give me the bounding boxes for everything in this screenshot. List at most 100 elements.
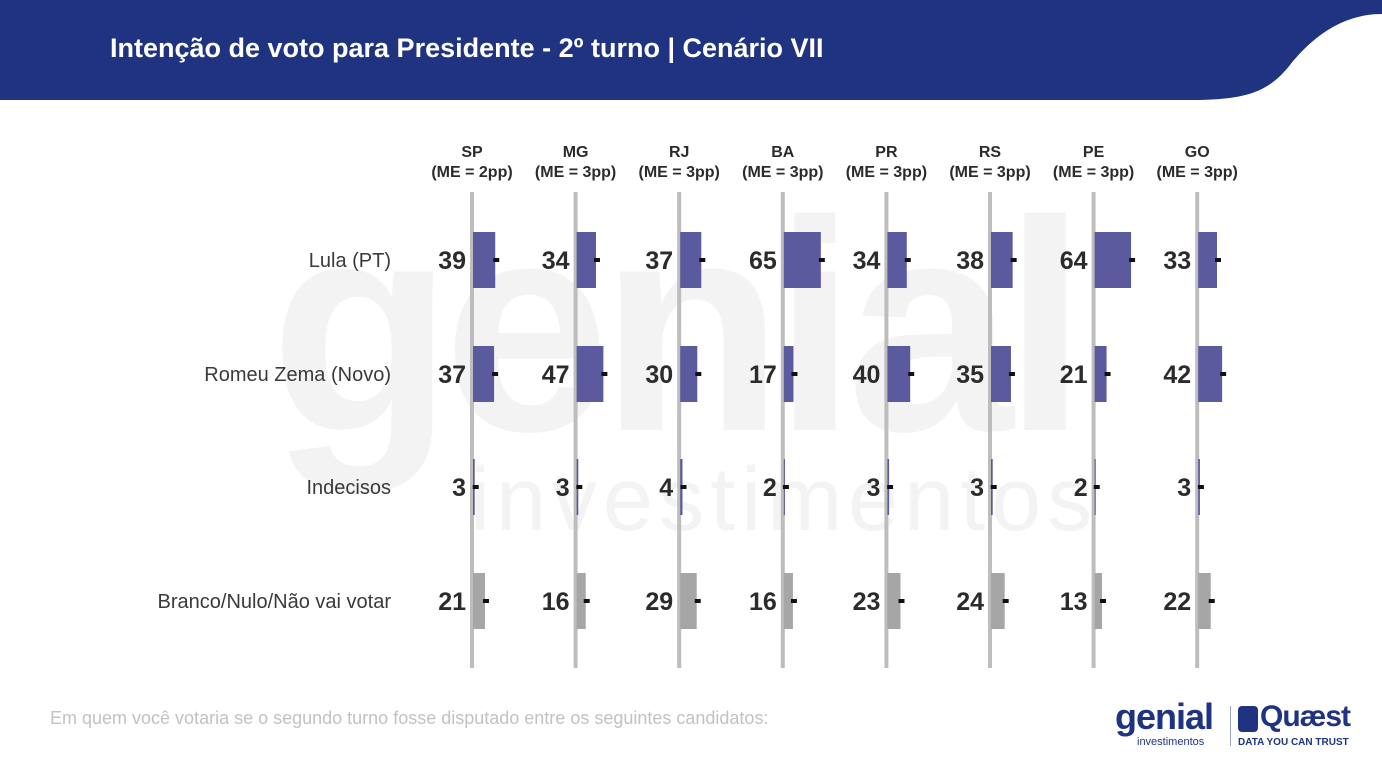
value-label: 37 bbox=[438, 361, 466, 389]
error-marker bbox=[583, 599, 590, 603]
bar bbox=[991, 232, 1013, 288]
bar bbox=[991, 346, 1011, 402]
error-marker bbox=[1197, 485, 1204, 489]
value-label: 40 bbox=[853, 361, 881, 389]
value-label: 16 bbox=[749, 588, 777, 616]
bar bbox=[680, 346, 698, 402]
column-header-margin: (ME = 3pp) bbox=[846, 164, 927, 181]
page-title: Intenção de voto para Presidente - 2º tu… bbox=[110, 33, 824, 63]
bar bbox=[576, 573, 586, 629]
value-label: 42 bbox=[1163, 361, 1191, 389]
row-label: Romeu Zema (Novo) bbox=[204, 364, 391, 386]
quaest-logo: Quæst DATA YOU CAN TRUST bbox=[1238, 700, 1358, 750]
header-background bbox=[0, 0, 1382, 100]
value-label: 4 bbox=[659, 474, 673, 502]
column-header-state: BA bbox=[771, 144, 795, 161]
quaest-logo-word: Quæst bbox=[1260, 700, 1351, 733]
error-marker bbox=[990, 485, 997, 489]
quaest-logo-icon bbox=[1238, 706, 1258, 732]
genial-logo-sub: investimentos bbox=[1137, 736, 1205, 748]
value-label: 34 bbox=[542, 247, 570, 275]
value-label: 34 bbox=[853, 247, 881, 275]
error-marker bbox=[493, 258, 500, 262]
bar bbox=[783, 346, 794, 402]
error-marker bbox=[818, 258, 825, 262]
column-header-margin: (ME = 3pp) bbox=[1053, 164, 1134, 181]
error-marker bbox=[576, 485, 583, 489]
bar bbox=[1198, 346, 1223, 402]
error-marker bbox=[1215, 258, 1222, 262]
bar bbox=[1198, 573, 1211, 629]
bar bbox=[991, 573, 1005, 629]
bar bbox=[680, 232, 702, 288]
error-marker bbox=[1104, 372, 1111, 376]
header-banner: Intenção de voto para Presidente - 2º tu… bbox=[0, 0, 1382, 100]
error-marker bbox=[782, 485, 789, 489]
value-label: 3 bbox=[1177, 474, 1191, 502]
value-label: 21 bbox=[438, 588, 466, 616]
error-marker bbox=[1010, 258, 1017, 262]
value-label: 22 bbox=[1163, 588, 1191, 616]
value-label: 38 bbox=[956, 247, 984, 275]
bar bbox=[576, 232, 596, 288]
value-label: 17 bbox=[749, 361, 777, 389]
genial-logo: genial investimentos bbox=[1115, 696, 1225, 750]
bar bbox=[680, 573, 697, 629]
bar bbox=[887, 573, 901, 629]
error-marker bbox=[1129, 258, 1136, 262]
column-header-state: RS bbox=[979, 144, 1002, 161]
value-label: 47 bbox=[542, 361, 570, 389]
column-header-margin: (ME = 3pp) bbox=[949, 164, 1030, 181]
value-label: 39 bbox=[438, 247, 466, 275]
row-label: Lula (PT) bbox=[309, 250, 391, 272]
value-label: 30 bbox=[645, 361, 673, 389]
value-label: 29 bbox=[645, 588, 673, 616]
genial-logo-word: genial bbox=[1115, 696, 1214, 737]
bar bbox=[1094, 346, 1107, 402]
row-label: Branco/Nulo/Não vai votar bbox=[158, 591, 392, 613]
value-label: 24 bbox=[956, 588, 984, 616]
error-marker bbox=[1100, 599, 1107, 603]
value-label: 64 bbox=[1060, 247, 1088, 275]
column-header-state: GO bbox=[1185, 144, 1210, 161]
bar bbox=[1094, 573, 1103, 629]
bar bbox=[1094, 232, 1132, 288]
logo-separator bbox=[1230, 706, 1231, 746]
error-marker bbox=[887, 485, 894, 489]
quaest-logo-sub: DATA YOU CAN TRUST bbox=[1238, 737, 1349, 748]
value-label: 35 bbox=[956, 361, 984, 389]
bar bbox=[783, 573, 793, 629]
bar bbox=[783, 232, 821, 288]
value-label: 3 bbox=[452, 474, 466, 502]
row-label: Indecisos bbox=[307, 477, 392, 499]
error-marker bbox=[601, 372, 608, 376]
bar bbox=[887, 346, 911, 402]
column-header-state: SP bbox=[461, 144, 483, 161]
error-marker bbox=[1093, 485, 1100, 489]
column-header-state: PE bbox=[1083, 144, 1105, 161]
value-label: 33 bbox=[1163, 247, 1191, 275]
column-header-state: MG bbox=[563, 144, 589, 161]
bar bbox=[887, 232, 907, 288]
value-label: 37 bbox=[645, 247, 673, 275]
column-header-margin: (ME = 3pp) bbox=[1157, 164, 1238, 181]
bar bbox=[473, 346, 495, 402]
value-label: 3 bbox=[866, 474, 880, 502]
value-label: 16 bbox=[542, 588, 570, 616]
value-label: 3 bbox=[970, 474, 984, 502]
error-marker bbox=[694, 599, 701, 603]
error-marker bbox=[472, 485, 479, 489]
column-header-margin: (ME = 2pp) bbox=[431, 164, 512, 181]
error-marker bbox=[1002, 599, 1009, 603]
column-header-margin: (ME = 3pp) bbox=[742, 164, 823, 181]
column-header-margin: (ME = 3pp) bbox=[639, 164, 720, 181]
value-label: 3 bbox=[556, 474, 570, 502]
value-label: 2 bbox=[1074, 474, 1088, 502]
value-label: 23 bbox=[853, 588, 881, 616]
column-header-state: PR bbox=[875, 144, 898, 161]
error-marker bbox=[699, 258, 706, 262]
error-marker bbox=[492, 372, 499, 376]
chart: Lula (PT) Romeu Zema (Novo) Indecisos Branc… bbox=[158, 144, 1238, 668]
value-label: 65 bbox=[749, 247, 777, 275]
error-marker bbox=[680, 485, 687, 489]
